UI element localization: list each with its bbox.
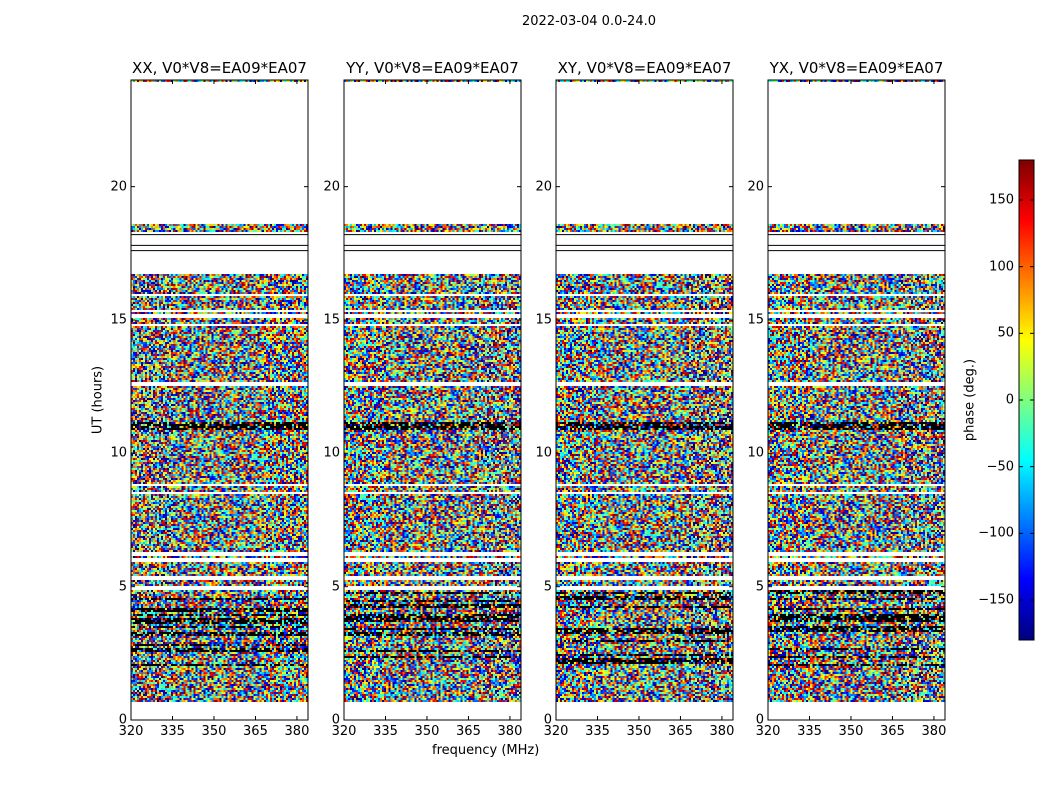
phase-heatmap [556,80,733,720]
y-tick-label: 15 [747,312,764,328]
colorbar-tick-label: −50 [986,459,1014,475]
x-tick-label: 350 [414,724,440,739]
y-tick-label: 10 [323,445,340,461]
y-tick-label: 15 [323,312,340,328]
x-tick-label: 335 [797,724,822,739]
colorbar-tick-label: 50 [997,325,1014,341]
x-tick-label: 320 [118,724,144,739]
panel-frame [130,79,309,721]
x-tick-label: 335 [585,724,610,739]
x-axis-label: frequency (MHz) [432,743,540,758]
y-tick-label: 10 [535,445,552,461]
x-tick-label: 320 [331,724,357,739]
y-tick-label: 5 [543,579,552,595]
x-tick-label: 365 [456,724,481,739]
x-tick-label: 335 [373,724,398,739]
x-tick-label: 320 [755,724,781,739]
x-tick-label: 365 [880,724,905,739]
x-tick-label: 380 [709,724,735,739]
panel-frame [767,79,946,721]
colorbar-tick-label: −100 [978,525,1014,541]
x-tick-label: 350 [626,724,652,739]
y-tick-label: 20 [323,179,340,195]
panel-title: YX, V0*V8=EA09*EA07 [769,59,944,77]
x-tick-label: 380 [497,724,523,739]
x-tick-label: 320 [543,724,569,739]
y-tick-label: 10 [747,445,764,461]
y-tick-label: 0 [543,712,552,728]
x-tick-label: 380 [921,724,947,739]
panel-frame [555,79,734,721]
y-tick-label: 0 [755,712,764,728]
panel-title: XX, V0*V8=EA09*EA07 [132,59,307,77]
y-tick-label: 5 [755,579,764,595]
x-tick-label: 365 [668,724,693,739]
figure-title: 2022-03-04 0.0-24.0 [522,14,656,29]
x-tick-label: 335 [160,724,185,739]
y-tick-label: 10 [110,445,127,461]
x-tick-label: 365 [243,724,268,739]
colorbar [1019,160,1034,640]
x-tick-label: 380 [284,724,310,739]
panel-title: YY, V0*V8=EA09*EA07 [346,59,519,77]
colorbar-tick-label: 100 [989,259,1014,275]
y-tick-label: 5 [331,579,340,595]
y-tick-label: 5 [118,579,127,595]
colorbar-tick-label: 0 [1005,392,1014,408]
phase-heatmap [768,80,945,720]
colorbar-tick-label: −150 [978,592,1014,608]
panel-frame [343,79,522,721]
colorbar-tick-label: 150 [989,192,1014,208]
x-tick-label: 350 [201,724,227,739]
y-tick-label: 15 [110,312,127,328]
phase-heatmap [344,80,521,720]
y-tick-label: 20 [110,179,127,195]
y-tick-label: 0 [331,712,340,728]
x-tick-label: 350 [838,724,864,739]
y-tick-label: 20 [535,179,552,195]
y-tick-label: 20 [747,179,764,195]
y-tick-label: 0 [118,712,127,728]
phase-heatmap [131,80,308,720]
panel-title: XY, V0*V8=EA09*EA07 [557,59,732,77]
y-tick-label: 15 [535,312,552,328]
